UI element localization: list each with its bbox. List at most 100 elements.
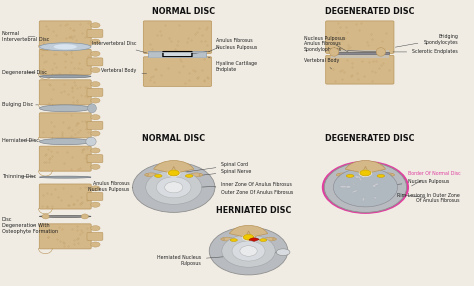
Text: DEGENERATED DISC: DEGENERATED DISC bbox=[325, 7, 415, 16]
Ellipse shape bbox=[91, 82, 100, 87]
Wedge shape bbox=[231, 238, 266, 249]
Ellipse shape bbox=[91, 23, 100, 28]
FancyBboxPatch shape bbox=[143, 57, 211, 86]
Ellipse shape bbox=[185, 174, 193, 177]
FancyBboxPatch shape bbox=[331, 50, 389, 53]
Text: NORMAL DISC: NORMAL DISC bbox=[152, 7, 215, 16]
FancyBboxPatch shape bbox=[326, 55, 394, 84]
Text: Normal
Intervertebral Disc: Normal Intervertebral Disc bbox=[1, 31, 49, 42]
Ellipse shape bbox=[91, 51, 100, 56]
Circle shape bbox=[333, 168, 398, 207]
Ellipse shape bbox=[243, 235, 254, 240]
Ellipse shape bbox=[91, 148, 100, 153]
Ellipse shape bbox=[91, 226, 100, 231]
FancyBboxPatch shape bbox=[39, 21, 91, 46]
FancyBboxPatch shape bbox=[87, 232, 103, 240]
Text: HERNIATED DISC: HERNIATED DISC bbox=[216, 206, 291, 215]
Polygon shape bbox=[363, 166, 368, 172]
Polygon shape bbox=[246, 231, 251, 237]
Ellipse shape bbox=[391, 174, 394, 176]
FancyBboxPatch shape bbox=[246, 237, 256, 243]
Ellipse shape bbox=[167, 170, 180, 177]
Ellipse shape bbox=[190, 173, 202, 177]
FancyBboxPatch shape bbox=[240, 237, 252, 243]
Ellipse shape bbox=[357, 176, 360, 178]
Circle shape bbox=[322, 161, 409, 214]
Text: NORMAL DISC: NORMAL DISC bbox=[142, 134, 205, 144]
Text: DEGENERATED DISC: DEGENERATED DISC bbox=[325, 134, 415, 144]
Ellipse shape bbox=[91, 202, 100, 207]
Circle shape bbox=[209, 227, 288, 275]
FancyBboxPatch shape bbox=[87, 155, 103, 163]
Wedge shape bbox=[249, 238, 259, 241]
Ellipse shape bbox=[376, 48, 385, 56]
Circle shape bbox=[324, 162, 407, 212]
Text: Spondylophytes: Spondylophytes bbox=[304, 47, 378, 52]
FancyBboxPatch shape bbox=[143, 21, 211, 53]
FancyBboxPatch shape bbox=[326, 21, 394, 53]
Text: Rim Lesions In Outer Zone
Of Anulus Fibrosus: Rim Lesions In Outer Zone Of Anulus Fibr… bbox=[397, 192, 460, 203]
Text: Bridging
Spondylocytes: Bridging Spondylocytes bbox=[395, 34, 458, 47]
Ellipse shape bbox=[145, 174, 148, 176]
Ellipse shape bbox=[199, 174, 203, 176]
Circle shape bbox=[156, 177, 191, 198]
Text: Spinal Cord: Spinal Cord bbox=[176, 162, 248, 173]
Ellipse shape bbox=[221, 238, 224, 240]
Text: Hyaline Cartilage
Endplate: Hyaline Cartilage Endplate bbox=[208, 57, 257, 72]
Circle shape bbox=[232, 241, 265, 261]
Circle shape bbox=[240, 246, 257, 256]
Ellipse shape bbox=[359, 170, 372, 177]
FancyBboxPatch shape bbox=[171, 173, 182, 179]
Ellipse shape bbox=[39, 105, 91, 112]
FancyBboxPatch shape bbox=[87, 58, 103, 66]
Ellipse shape bbox=[260, 239, 267, 241]
FancyBboxPatch shape bbox=[331, 55, 389, 57]
Circle shape bbox=[133, 162, 215, 212]
Wedge shape bbox=[154, 160, 194, 174]
Ellipse shape bbox=[329, 48, 339, 56]
Ellipse shape bbox=[337, 173, 349, 177]
Ellipse shape bbox=[346, 174, 354, 177]
FancyBboxPatch shape bbox=[148, 51, 207, 57]
Ellipse shape bbox=[91, 131, 100, 136]
Ellipse shape bbox=[88, 104, 96, 113]
Ellipse shape bbox=[273, 238, 276, 240]
Ellipse shape bbox=[373, 185, 376, 187]
Ellipse shape bbox=[54, 44, 77, 49]
FancyBboxPatch shape bbox=[357, 173, 368, 179]
Polygon shape bbox=[171, 166, 176, 172]
Ellipse shape bbox=[362, 197, 365, 201]
FancyBboxPatch shape bbox=[87, 121, 103, 129]
Ellipse shape bbox=[91, 115, 100, 120]
FancyBboxPatch shape bbox=[39, 224, 91, 249]
Wedge shape bbox=[347, 174, 383, 185]
Text: Intervertebral Disc: Intervertebral Disc bbox=[92, 41, 147, 53]
Ellipse shape bbox=[39, 43, 91, 51]
Text: Anulus Fibrosus: Anulus Fibrosus bbox=[208, 38, 253, 52]
FancyBboxPatch shape bbox=[39, 113, 91, 138]
Ellipse shape bbox=[374, 197, 377, 199]
Ellipse shape bbox=[39, 215, 91, 217]
Circle shape bbox=[222, 235, 275, 267]
Ellipse shape bbox=[91, 186, 100, 191]
FancyBboxPatch shape bbox=[87, 88, 103, 96]
Ellipse shape bbox=[221, 237, 233, 241]
Ellipse shape bbox=[91, 39, 100, 44]
FancyBboxPatch shape bbox=[87, 192, 103, 200]
Ellipse shape bbox=[242, 234, 255, 241]
Ellipse shape bbox=[374, 183, 379, 185]
Ellipse shape bbox=[39, 138, 91, 145]
Ellipse shape bbox=[91, 164, 100, 169]
Ellipse shape bbox=[345, 186, 351, 188]
Text: Vertebral Body: Vertebral Body bbox=[101, 68, 146, 74]
Ellipse shape bbox=[91, 98, 100, 103]
Text: Disc
Degeneration With
Osteophyte Formation: Disc Degeneration With Osteophyte Format… bbox=[1, 217, 58, 234]
Text: Anulus Fibrosus: Anulus Fibrosus bbox=[304, 41, 340, 51]
Wedge shape bbox=[155, 174, 192, 185]
FancyBboxPatch shape bbox=[165, 173, 177, 179]
Ellipse shape bbox=[340, 186, 346, 188]
Ellipse shape bbox=[377, 174, 384, 177]
FancyBboxPatch shape bbox=[39, 146, 91, 171]
Text: Thinning Disc: Thinning Disc bbox=[1, 174, 36, 179]
Text: Nucleus Pulposus: Nucleus Pulposus bbox=[368, 179, 449, 187]
